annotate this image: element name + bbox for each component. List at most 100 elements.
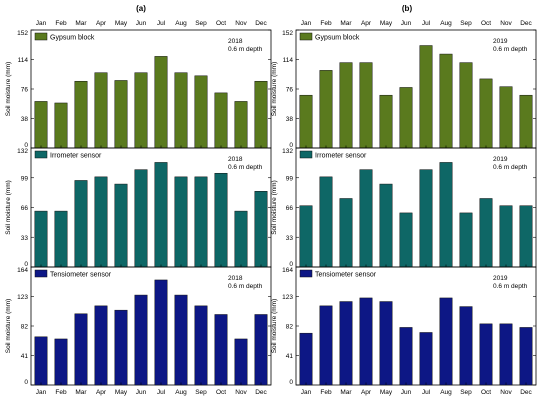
y-tick-label: 66 [286,205,294,212]
bar-oct [214,314,228,386]
bar-jul [154,279,168,386]
bar-mar [339,301,353,386]
bar-dec [519,94,533,149]
panel-b-middle: 0 33 66 99 132 Soil moisture (mm) Irrometer se… [271,147,537,268]
bar-apr [359,169,373,268]
bar-feb [319,176,333,268]
bar-jul [154,56,168,149]
bar-jan [299,94,313,149]
bar-aug [174,72,188,149]
x-tick-label: Dec [520,389,532,396]
legend-swatch [299,32,313,41]
annotation-depth: 0.6 m depth [493,283,528,290]
annotation-year: 2019 [493,156,508,163]
x-tick-label-top: Nov [235,20,247,27]
bar-feb [54,338,68,386]
legend-swatch [34,269,48,278]
annotation-depth: 0.6 m depth [228,164,263,171]
x-tick-label: Nov [235,389,247,396]
bar-jan [34,101,48,149]
y-tick-label: 99 [286,175,294,182]
y-tick-label: 114 [283,57,294,64]
bar-jul [154,162,168,268]
bar-nov [499,323,513,386]
legend-label: Irrometer sensor [50,153,102,160]
x-tick-label-top: Jan [36,20,47,27]
bar-may [114,183,128,268]
bar-sep [459,306,473,386]
bar-mar [339,198,353,268]
bar-sep [459,62,473,149]
bar-oct [479,78,493,149]
bar-feb [54,102,68,149]
x-tick-label: Aug [440,389,452,396]
bar-sep [459,212,473,268]
y-axis-label: Soil moisture (mm) [5,62,12,117]
bar-apr [94,176,108,268]
x-tick-label: Nov [500,389,512,396]
panel-a-bottom: 0 41 82 123 164 Jan Feb Mar Apr May Jun Jul Aug Sep Oc… [5,266,272,396]
x-tick-label-top: Oct [481,20,491,27]
y-tick-label: 76 [286,87,294,94]
panel-a-top: 0 38 76 114 152 Jan Feb Mar Apr May Jun Jul Aug Sep Oc… [5,20,272,149]
bar-jul [419,45,433,149]
bar-feb [54,210,68,268]
y-tick-label: 164 [282,267,293,274]
bar-aug [439,53,453,149]
x-tick-label: Sep [195,389,207,396]
x-tick-label-top: Mar [75,20,87,27]
bar-jun [134,169,148,268]
bar-dec [519,327,533,386]
bar-oct [214,92,228,149]
y-axis-label: Soil moisture (mm) [5,180,12,235]
legend-swatch [34,150,48,159]
x-tick-label-top: Aug [440,20,452,27]
bar-sep [194,305,208,386]
bar-may [379,94,393,149]
bar-feb [319,305,333,386]
y-axis-label: Soil moisture (mm) [271,62,278,117]
bar-apr [359,62,373,149]
panel-b-top: 0 38 76 114 152 Jan Feb Mar Apr May Jun Jul Aug Sep Oc… [271,20,537,149]
y-tick-label: 0 [24,379,28,386]
y-tick-label: 0 [289,142,293,149]
legend-swatch [299,269,313,278]
bar-apr [359,297,373,386]
x-tick-label: Apr [361,389,372,396]
x-tick-label: Sep [460,389,472,396]
y-tick-label: 132 [17,148,28,155]
bar-jul [419,169,433,268]
x-tick-label: Apr [96,389,107,396]
bar-jan [299,205,313,268]
column-label-b: (b) [402,4,413,13]
bar-aug [439,162,453,268]
x-tick-label-top: Jul [422,20,431,27]
bar-may [379,301,393,386]
annotation-depth: 0.6 m depth [228,46,263,53]
x-tick-label: Jan [301,389,312,396]
x-tick-label: Dec [255,389,267,396]
y-tick-label: 152 [282,30,293,37]
bar-jun [134,294,148,386]
annotation-year: 2018 [228,156,243,163]
bar-jan [299,332,313,386]
x-tick-label: Jan [36,389,47,396]
bar-mar [339,62,353,149]
bar-sep [194,75,208,149]
bar-jun [399,212,413,268]
bar-may [114,80,128,149]
x-tick-label-top: Feb [320,20,332,27]
y-tick-label: 66 [21,205,29,212]
bar-jan [34,210,48,268]
legend-label: Gypsum block [50,35,95,42]
legend-label: Tensiometer sensor [315,272,377,279]
bar-apr [94,72,108,149]
x-tick-label: Jun [401,389,412,396]
x-tick-label-top: Jun [136,20,147,27]
y-tick-label: 38 [21,116,29,123]
x-tick-label-top: Dec [255,20,267,27]
annotation-year: 2019 [493,38,508,45]
y-tick-label: 33 [21,235,29,242]
legend-label: Irrometer sensor [315,153,367,160]
bar-nov [499,86,513,149]
